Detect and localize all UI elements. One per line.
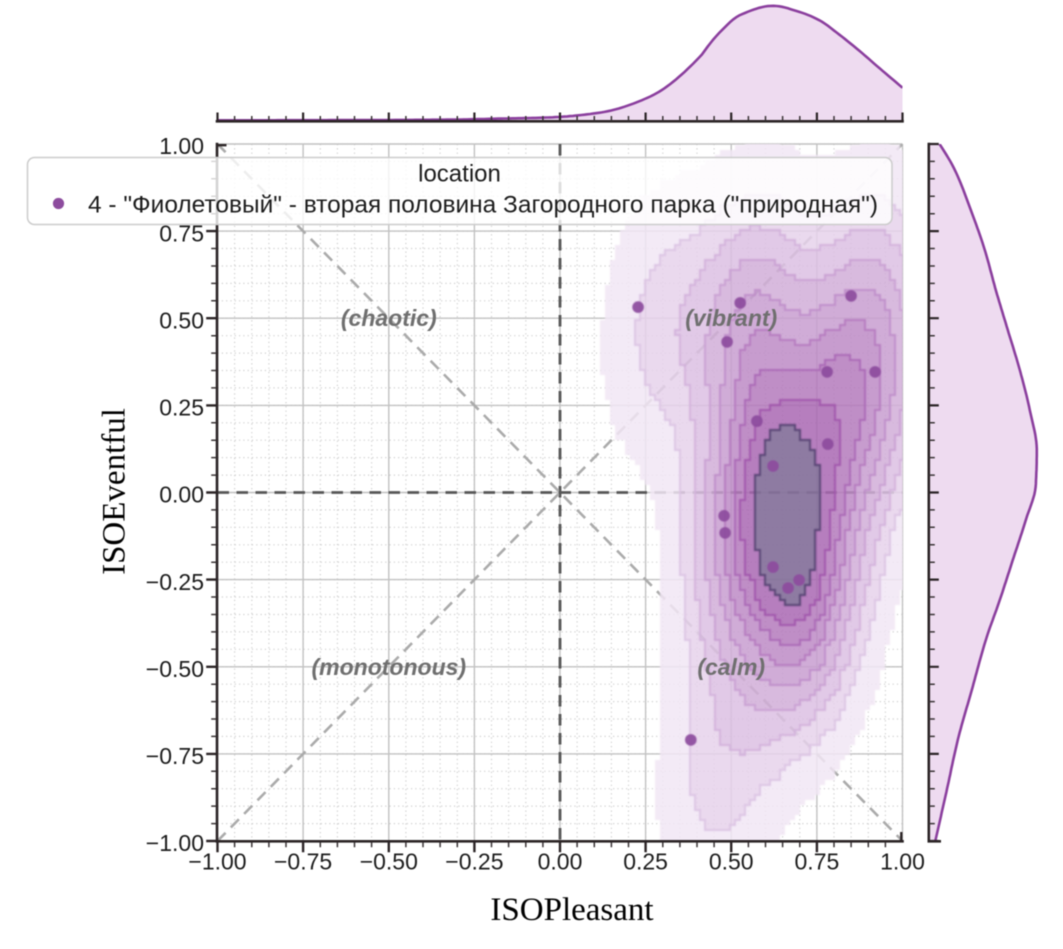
svg-text:1.00: 1.00: [159, 133, 204, 159]
svg-text:ISOPleasant: ISOPleasant: [490, 892, 653, 928]
svg-text:−0.50: −0.50: [360, 849, 418, 875]
svg-text:(calm): (calm): [697, 654, 765, 680]
svg-text:1.00: 1.00: [880, 849, 925, 875]
svg-text:0.00: 0.00: [159, 482, 204, 508]
svg-text:−0.75: −0.75: [146, 743, 204, 769]
svg-text:−1.00: −1.00: [146, 830, 204, 856]
svg-text:4 - "Фиолетовый" - вторая поло: 4 - "Фиолетовый" - вторая половина Загор…: [88, 192, 878, 219]
svg-text:0.00: 0.00: [538, 849, 583, 875]
svg-text:(chaotic): (chaotic): [341, 305, 437, 331]
svg-text:0.25: 0.25: [159, 395, 204, 421]
svg-text:−0.75: −0.75: [274, 849, 332, 875]
svg-text:0.50: 0.50: [709, 849, 754, 875]
svg-text:ISOEventful: ISOEventful: [97, 408, 133, 575]
svg-text:0.75: 0.75: [795, 849, 840, 875]
svg-text:(monotonous): (monotonous): [312, 654, 467, 680]
svg-text:0.25: 0.25: [623, 849, 668, 875]
svg-text:0.50: 0.50: [159, 307, 204, 333]
svg-text:−0.25: −0.25: [445, 849, 503, 875]
svg-text:location: location: [418, 161, 501, 188]
svg-text:(vibrant): (vibrant): [685, 305, 777, 331]
svg-text:−0.25: −0.25: [146, 569, 204, 595]
svg-text:−1.00: −1.00: [188, 849, 246, 875]
svg-text:−0.50: −0.50: [146, 656, 204, 682]
